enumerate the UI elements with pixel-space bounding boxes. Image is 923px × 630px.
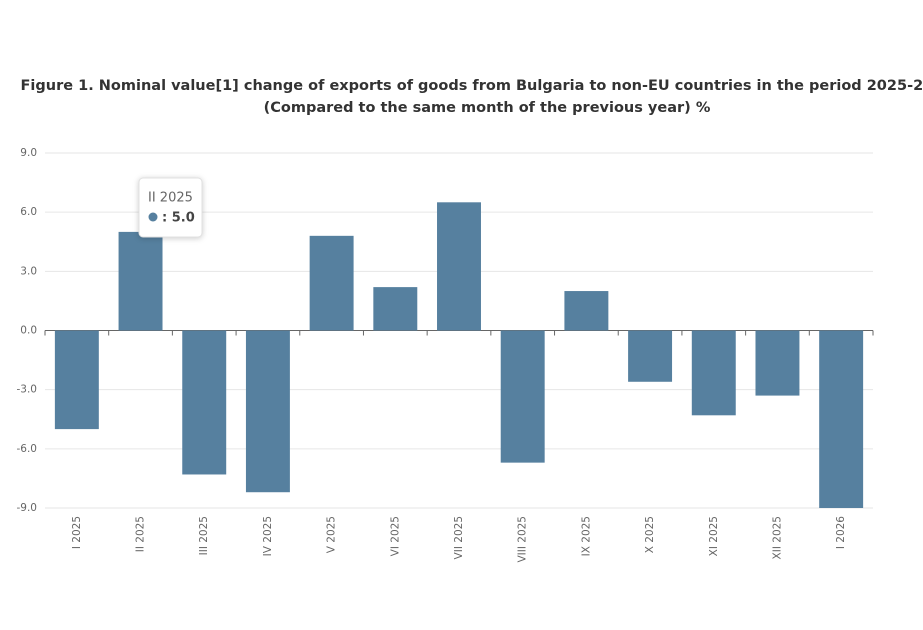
tooltip-box: [138, 177, 203, 238]
bar: [309, 235, 354, 331]
bar: [182, 330, 227, 475]
x-tick-label: III 2025: [198, 516, 210, 555]
bar: [437, 202, 481, 331]
chart-subtitle: (Compared to the same month of the previ…: [264, 100, 711, 116]
bar: [500, 330, 545, 463]
x-tick-label: X 2025: [644, 516, 656, 553]
tooltip: II 2025 : 5.0: [138, 177, 203, 238]
y-tick-label: 3.0: [20, 265, 37, 277]
x-tick-label: VIII 2025: [517, 516, 529, 563]
y-tick-label: -6.0: [17, 443, 38, 455]
bar: [245, 330, 290, 493]
bar: [118, 231, 163, 331]
y-tick-label: 6.0: [20, 206, 37, 218]
y-tick-label: 9.0: [20, 147, 37, 159]
bar: [628, 330, 673, 382]
bar: [755, 330, 800, 396]
bar: [819, 330, 864, 508]
y-tick-label: 0.0: [20, 325, 37, 337]
bar: [564, 291, 609, 331]
y-tick-label: -3.0: [17, 384, 38, 396]
x-tick-label: VI 2025: [389, 516, 401, 556]
bar: [373, 287, 418, 331]
chart-title: Figure 1. Nominal value[1] change of exp…: [21, 78, 923, 94]
x-tick-label: V 2025: [326, 516, 338, 553]
bar: [54, 330, 99, 430]
tooltip-title: II 2025: [148, 191, 193, 206]
x-tick-label: VII 2025: [453, 516, 465, 559]
x-tick-label: IV 2025: [262, 516, 274, 556]
tooltip-marker: [148, 212, 158, 222]
x-tick-label: IX 2025: [580, 516, 592, 556]
x-tick-label: I 2026: [835, 516, 847, 549]
bar: [691, 330, 736, 416]
x-tick-label: XI 2025: [708, 516, 720, 556]
x-tick-label: XII 2025: [771, 516, 783, 559]
tooltip-value: : 5.0: [162, 211, 195, 226]
y-tick-label: -9.0: [17, 502, 38, 514]
x-tick-label: I 2025: [71, 516, 83, 549]
x-tick-label: II 2025: [135, 516, 147, 552]
